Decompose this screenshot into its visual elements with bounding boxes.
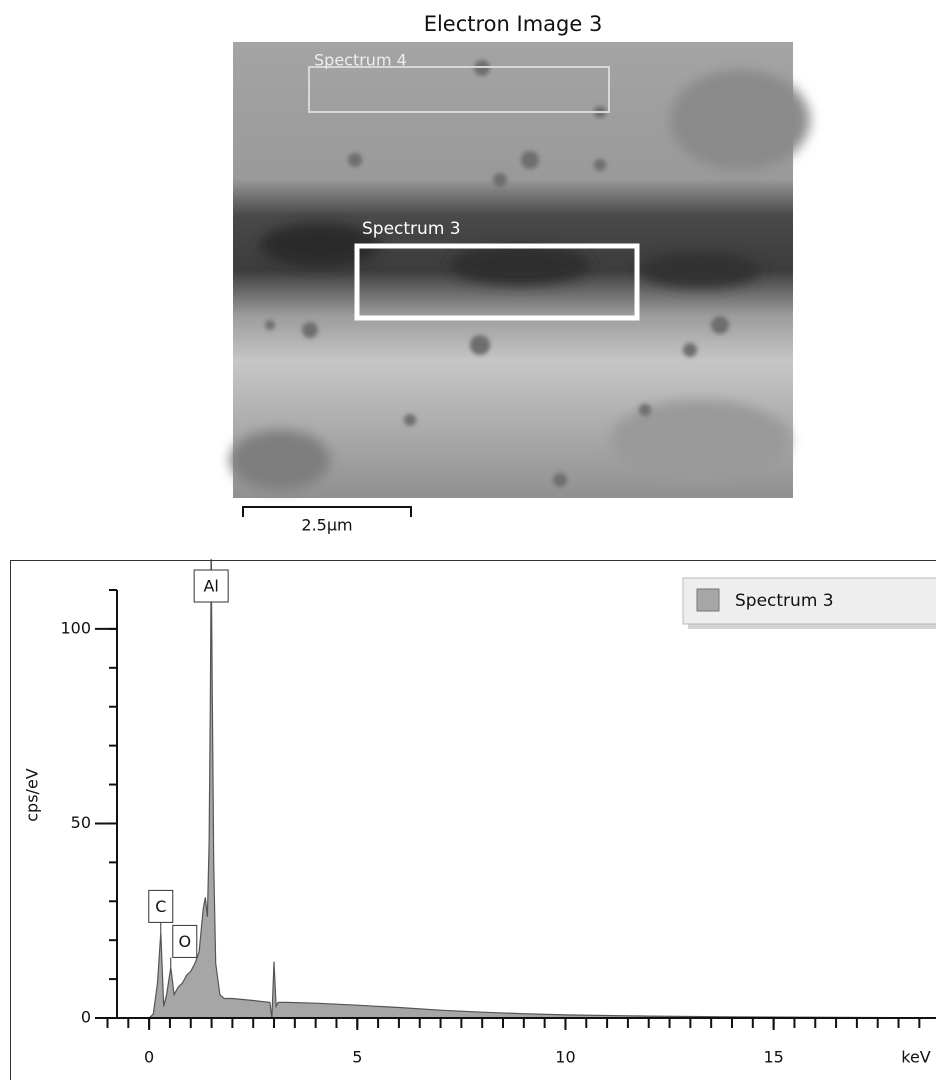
- legend-label: Spectrum 3: [735, 591, 834, 611]
- peak-label-box: [193, 569, 229, 603]
- peak-label: C: [155, 897, 166, 916]
- region-box: [308, 66, 610, 113]
- image-title: Electron Image 3: [424, 12, 603, 36]
- peak-label-box: [172, 924, 198, 958]
- peak-label: O: [178, 932, 191, 951]
- peak-label: Al: [203, 577, 218, 596]
- region-box: [354, 243, 640, 321]
- plot-area: [148, 561, 899, 1019]
- electron-image-panel: Electron Image 3 Spectrum 4 Spectrum 3 2…: [230, 12, 810, 535]
- x-tick-label: 15: [763, 1048, 783, 1067]
- x-axis-label: keV: [901, 1048, 931, 1067]
- x-tick-label: 0: [144, 1048, 154, 1067]
- y-tick-label: 100: [60, 618, 91, 637]
- texture: [230, 70, 810, 490]
- x-tick-label: 5: [352, 1048, 362, 1067]
- legend-box: [682, 577, 936, 625]
- region-label: Spectrum 4: [314, 51, 407, 70]
- region-label: Spectrum 3: [362, 219, 461, 239]
- legend-swatch: [696, 588, 720, 612]
- particles: [265, 60, 729, 487]
- y-axis-label: cps/eV: [23, 768, 42, 822]
- spectrum-line: [148, 561, 899, 1019]
- scale-bar: [242, 506, 412, 517]
- y-tick-label: 50: [71, 813, 91, 832]
- y-tick-label: 0: [81, 1008, 91, 1027]
- scale-bar-label: 2.5µm: [301, 516, 352, 535]
- chart-frame: [10, 560, 936, 1080]
- peak-label-box: [148, 889, 174, 923]
- x-tick-label: 10: [555, 1048, 575, 1067]
